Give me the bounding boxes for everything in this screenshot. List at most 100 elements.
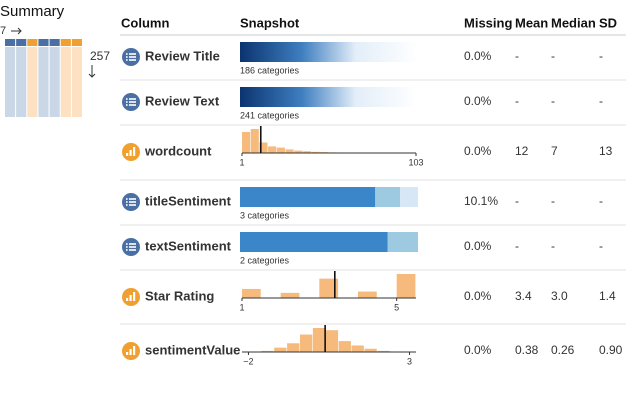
category-segment xyxy=(375,187,401,207)
numeric-icon xyxy=(122,143,140,161)
x-tick-label: −2 xyxy=(243,356,253,366)
stat-missing: 0.0% xyxy=(464,343,492,357)
icon-dot xyxy=(126,98,128,100)
column-header: Column xyxy=(121,15,169,30)
x-tick-label: 1 xyxy=(239,302,244,312)
column-count: 7 xyxy=(0,25,6,37)
category-segment xyxy=(240,232,388,252)
histogram-bar xyxy=(319,278,339,298)
icon-bar xyxy=(129,150,132,156)
stat-sd: - xyxy=(599,194,603,208)
stat-sd: - xyxy=(599,239,603,253)
icon-line xyxy=(129,204,136,206)
icon-line xyxy=(129,56,136,58)
categorical-icon xyxy=(122,193,140,211)
histogram-bar xyxy=(294,150,303,153)
icon-line xyxy=(129,98,136,100)
column-header: Mean xyxy=(515,15,548,30)
icon-bar xyxy=(133,346,136,355)
strip-body xyxy=(49,47,60,117)
histogram-bar xyxy=(311,151,320,153)
histogram-bar xyxy=(300,334,313,352)
right-arrow xyxy=(11,27,22,35)
icon-line xyxy=(129,101,136,103)
summary-title: Summary xyxy=(0,3,65,20)
icon-line xyxy=(129,249,136,251)
histogram-bar xyxy=(242,132,251,153)
column-name: sentimentValue xyxy=(145,342,240,357)
icon-bar xyxy=(129,349,132,355)
histogram-bar xyxy=(274,347,287,352)
histogram-bar xyxy=(261,350,274,352)
stat-sd: - xyxy=(599,49,603,63)
stat-sd: 13 xyxy=(599,144,613,158)
categorical-icon xyxy=(122,93,140,111)
x-tick-label: 1 xyxy=(239,157,244,167)
icon-dot xyxy=(126,56,128,58)
histogram-bar xyxy=(276,147,285,153)
icon-line xyxy=(129,246,136,248)
stat-mean: - xyxy=(515,49,519,63)
histogram-bar xyxy=(259,142,268,153)
column-name: titleSentiment xyxy=(145,193,232,208)
category-segment xyxy=(240,187,376,207)
histogram-bar xyxy=(242,288,261,298)
histogram-bar xyxy=(351,345,364,352)
strip-head xyxy=(5,39,16,46)
stat-sd: - xyxy=(599,94,603,108)
x-tick-label: 5 xyxy=(394,302,399,312)
stat-mean: 3.4 xyxy=(515,289,532,303)
icon-dot xyxy=(126,201,128,203)
icon-dot xyxy=(126,59,128,61)
histogram-bar xyxy=(325,330,339,352)
stat-missing: 0.0% xyxy=(464,289,492,303)
stat-median: - xyxy=(551,194,555,208)
icon-dot xyxy=(126,104,128,106)
category-segment xyxy=(400,187,418,207)
x-tick-label: 3 xyxy=(407,356,412,366)
stat-missing: 0.0% xyxy=(464,144,492,158)
stat-median: 3.0 xyxy=(551,289,568,303)
column-name: Review Text xyxy=(145,93,220,108)
category-gradient xyxy=(240,42,418,62)
icon-bar xyxy=(126,153,129,156)
categorical-icon xyxy=(122,48,140,66)
stat-missing: 0.0% xyxy=(464,49,492,63)
category-gradient xyxy=(240,87,418,107)
strip-body xyxy=(5,47,16,117)
stat-sd: 1.4 xyxy=(599,289,616,303)
x-tick-label: 103 xyxy=(408,157,423,167)
category-count: 186 categories xyxy=(240,65,300,75)
category-count: 3 categories xyxy=(240,210,290,220)
column-header: Missing xyxy=(464,15,512,30)
histogram-bar xyxy=(364,348,377,352)
strip-head xyxy=(16,39,27,46)
histogram-bar xyxy=(250,129,259,153)
numeric-icon xyxy=(122,288,140,306)
icon-bar xyxy=(133,147,136,156)
row-count: 257 xyxy=(90,49,110,63)
icon-line xyxy=(129,201,136,203)
icon-bar xyxy=(129,295,132,301)
column-header: SD xyxy=(599,15,617,30)
categorical-icon xyxy=(122,238,140,256)
stat-missing: 0.0% xyxy=(464,94,492,108)
icon-dot xyxy=(126,249,128,251)
column-name: textSentiment xyxy=(145,238,232,253)
icon-dot xyxy=(126,246,128,248)
histogram-bar xyxy=(285,149,294,153)
stat-sd: 0.90 xyxy=(599,343,623,357)
down-arrow xyxy=(88,65,96,78)
icon-dot xyxy=(126,53,128,55)
strip-head xyxy=(27,39,38,46)
stat-median: 7 xyxy=(551,144,558,158)
stat-median: 0.26 xyxy=(551,343,575,357)
histogram-bar xyxy=(287,343,300,352)
category-count: 2 categories xyxy=(240,255,290,265)
stat-mean: 12 xyxy=(515,144,529,158)
icon-line xyxy=(129,243,136,245)
strip-body xyxy=(27,47,38,117)
histogram-bar xyxy=(268,146,277,153)
stat-mean: 0.38 xyxy=(515,343,539,357)
